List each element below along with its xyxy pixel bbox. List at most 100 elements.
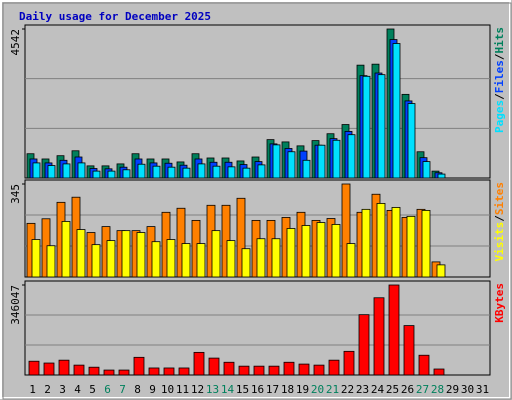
bar [238, 365, 250, 376]
bar [46, 245, 56, 278]
bar [137, 163, 146, 179]
bar [392, 43, 401, 179]
x-tick-label: 25 [386, 383, 399, 396]
y-tick-label: 4542 [9, 29, 22, 56]
legend-entry: KBytes [493, 283, 506, 323]
legend-separator: / [493, 215, 506, 222]
bar [193, 351, 205, 376]
bar [268, 365, 280, 376]
bar [403, 325, 415, 376]
bar [226, 240, 236, 278]
bar [32, 162, 41, 179]
bar [422, 161, 431, 179]
bar [316, 222, 326, 278]
bar [166, 239, 176, 278]
bar [106, 240, 116, 278]
bar [418, 354, 430, 376]
y-tick-label: 346047 [9, 285, 22, 325]
bar [211, 230, 221, 278]
bar [256, 238, 266, 278]
bar [236, 197, 246, 278]
bar [406, 215, 416, 278]
bar [328, 359, 340, 376]
x-tick-label: 15 [236, 383, 249, 396]
bar [88, 366, 100, 376]
x-tick-label: 31 [476, 383, 489, 396]
bar [196, 243, 206, 278]
x-tick-label: 22 [341, 383, 354, 396]
x-tick-label: 12 [191, 383, 204, 396]
bar [163, 367, 175, 376]
legend-separator: / [493, 93, 506, 100]
bar [223, 361, 235, 376]
bar [421, 210, 431, 278]
bar [28, 360, 40, 376]
bar [286, 228, 296, 278]
bar [287, 151, 296, 179]
legend-entry: Files [493, 60, 506, 93]
bar [178, 367, 190, 376]
bar [62, 163, 71, 179]
x-tick-label: 21 [326, 383, 339, 396]
x-tick-label: 20 [311, 383, 324, 396]
x-tick-label: 18 [281, 383, 294, 396]
bar [92, 170, 101, 179]
x-tick-label: 11 [176, 383, 189, 396]
bar [257, 164, 266, 179]
bar [76, 229, 86, 278]
bar [118, 369, 130, 376]
x-tick-label: 27 [416, 383, 429, 396]
bar [47, 165, 56, 179]
bar [91, 244, 101, 278]
bar [331, 224, 341, 278]
bar [61, 221, 71, 278]
bar [361, 208, 371, 278]
bar [388, 284, 400, 376]
legend-entry: Pages [493, 100, 506, 133]
bar [242, 167, 251, 179]
x-tick-label: 14 [221, 383, 235, 396]
bar [241, 248, 251, 278]
bar [133, 356, 145, 376]
bar [391, 207, 401, 278]
bar [301, 225, 311, 278]
bar [283, 361, 295, 376]
x-tick-label: 7 [119, 383, 126, 396]
bar [433, 368, 445, 376]
x-tick-label: 4 [74, 383, 81, 396]
x-tick-label: 29 [446, 383, 459, 396]
bar [373, 297, 385, 376]
bar [341, 183, 351, 278]
bar [377, 74, 386, 179]
bar [313, 364, 325, 376]
bar [272, 144, 281, 179]
bar [182, 167, 191, 179]
bar [73, 364, 85, 376]
x-tick-label: 23 [356, 383, 369, 396]
bar [121, 230, 131, 278]
bar [358, 314, 370, 376]
x-tick-label: 8 [134, 383, 141, 396]
y-tick-label: 345 [9, 184, 22, 204]
bar [332, 139, 341, 179]
bar [31, 239, 41, 278]
x-tick-label: 6 [104, 383, 111, 396]
bar [176, 207, 186, 278]
x-tick-label: 13 [206, 383, 219, 396]
legend: Pages/Files/Hits [493, 27, 506, 133]
x-tick-label: 30 [461, 383, 474, 396]
bar [362, 75, 371, 179]
bar [376, 203, 386, 278]
x-tick-label: 24 [371, 383, 385, 396]
bar [253, 365, 265, 376]
x-tick-label: 5 [89, 383, 96, 396]
x-tick-label: 2 [44, 383, 51, 396]
bar [227, 166, 236, 179]
bar [43, 362, 55, 376]
bar [212, 165, 221, 179]
x-tick-label: 9 [149, 383, 156, 396]
legend: KBytes [493, 283, 506, 323]
bar [152, 165, 161, 179]
